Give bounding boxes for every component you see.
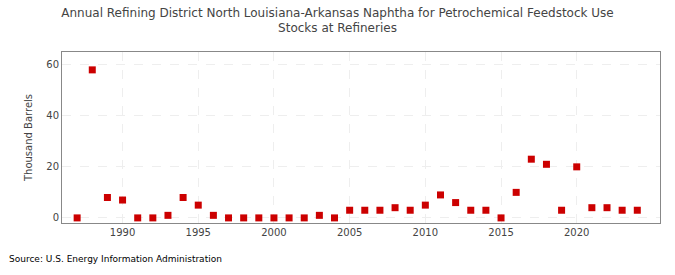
svg-text:0: 0 — [53, 212, 59, 223]
svg-text:2000: 2000 — [261, 227, 286, 238]
svg-text:2010: 2010 — [413, 227, 438, 238]
svg-text:2015: 2015 — [488, 227, 513, 238]
svg-text:20: 20 — [46, 161, 59, 172]
svg-text:1990: 1990 — [110, 227, 135, 238]
svg-text:Source: U.S. Energy Informatio: Source: U.S. Energy Information Administ… — [9, 254, 222, 264]
svg-text:40: 40 — [46, 110, 59, 121]
svg-text:1995: 1995 — [186, 227, 211, 238]
svg-text:Annual Refining District North: Annual Refining District North Louisiana… — [61, 6, 613, 36]
svg-text:2005: 2005 — [337, 227, 362, 238]
svg-text:2020: 2020 — [564, 227, 589, 238]
svg-text:Thousand Barrels: Thousand Barrels — [23, 94, 34, 182]
svg-text:60: 60 — [46, 59, 59, 70]
